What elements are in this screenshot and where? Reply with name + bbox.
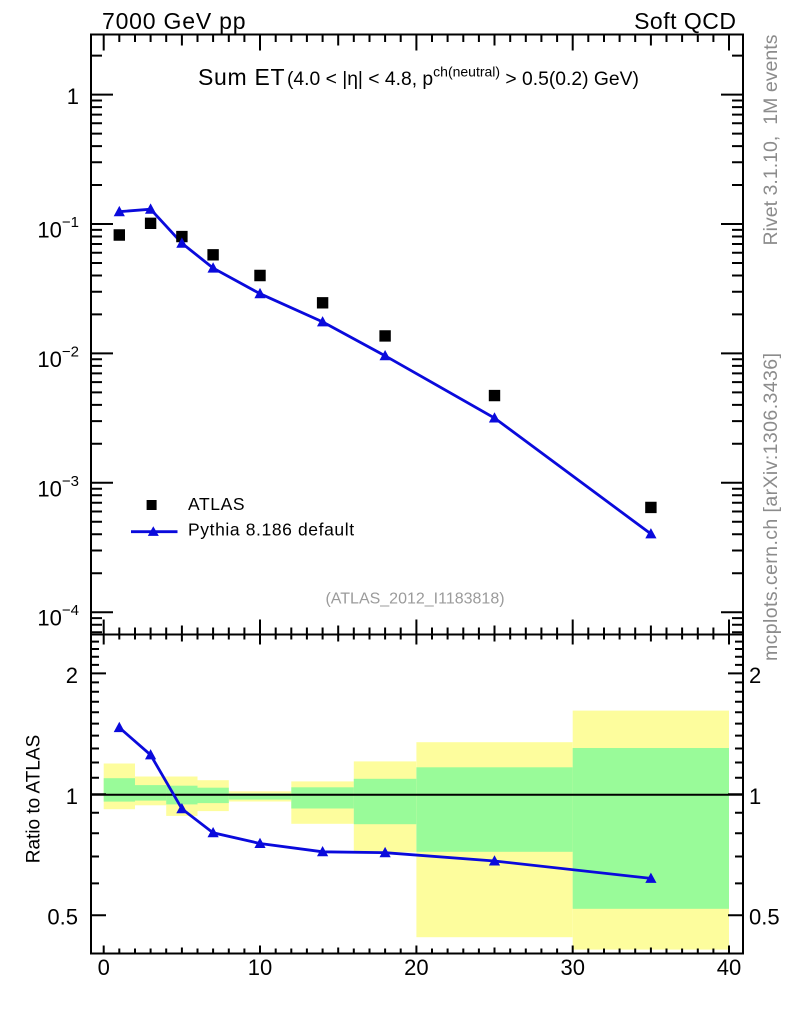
svg-text:30: 30 <box>560 955 584 980</box>
svg-text:1: 1 <box>66 784 78 809</box>
svg-text:10−2: 10−2 <box>37 343 79 372</box>
svg-text:2: 2 <box>749 663 761 688</box>
svg-text:Pythia 8.186 default: Pythia 8.186 default <box>188 520 355 540</box>
svg-text:10−3: 10−3 <box>37 473 79 502</box>
svg-text:40: 40 <box>717 955 741 980</box>
svg-text:10−4: 10−4 <box>37 602 79 631</box>
svg-text:0.5: 0.5 <box>749 905 780 930</box>
svg-text:(ATLAS_2012_I1183818): (ATLAS_2012_I1183818) <box>325 591 504 608</box>
svg-text:7000 GeV pp: 7000 GeV pp <box>102 8 246 34</box>
svg-text:Soft QCD: Soft QCD <box>634 8 736 34</box>
svg-text:Sum ET: Sum ET <box>198 64 285 90</box>
svg-text:mcplots.cern.ch [arXiv:1306.34: mcplots.cern.ch [arXiv:1306.3436] <box>760 353 782 661</box>
svg-text:2: 2 <box>66 663 78 688</box>
svg-text:10: 10 <box>248 955 272 980</box>
svg-text:1: 1 <box>749 784 761 809</box>
svg-text:0: 0 <box>98 955 110 980</box>
svg-text:Rivet 3.1.10, 1M events: Rivet 3.1.10, 1M events <box>760 34 782 245</box>
svg-text:Ratio to ATLAS: Ratio to ATLAS <box>24 735 45 864</box>
svg-text:0.5: 0.5 <box>47 905 78 930</box>
svg-text:20: 20 <box>404 955 428 980</box>
svg-text:1: 1 <box>67 84 79 109</box>
svg-text:ATLAS: ATLAS <box>188 494 245 514</box>
